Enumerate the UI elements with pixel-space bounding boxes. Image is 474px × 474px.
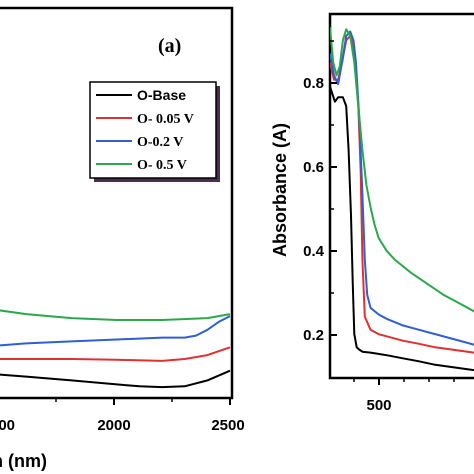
y-tick-label: 0.4 bbox=[303, 243, 325, 260]
x-tick-label: 500 bbox=[366, 397, 391, 414]
y-tick-label: 0.8 bbox=[303, 75, 324, 92]
series-line-0 bbox=[0, 369, 231, 389]
series-line-3 bbox=[0, 309, 231, 321]
panel-b-y-ticks bbox=[330, 40, 337, 336]
y-tick-label: 0.2 bbox=[303, 327, 324, 344]
series-line-2 bbox=[0, 315, 231, 347]
series-line-0 bbox=[330, 86, 474, 372]
panel-a-ticks bbox=[55, 398, 231, 405]
legend-label-o-base: O-Base bbox=[137, 87, 186, 103]
legend-box bbox=[89, 81, 217, 179]
plot-area bbox=[0, 309, 231, 389]
y-axis-title: Absorbance (A) bbox=[270, 123, 290, 257]
legend-label-o-05v: O- 0.5 V bbox=[137, 158, 187, 173]
legend-label-o-02v: O-0.2 V bbox=[137, 135, 183, 150]
plot-area bbox=[330, 27, 474, 372]
x-tick-label: 2000 bbox=[97, 417, 130, 434]
panel-b: 0.2 0.4 0.6 0.8 500 Absorbance (A) bbox=[270, 12, 474, 414]
series-line-1 bbox=[0, 346, 231, 362]
x-tick-label: 2500 bbox=[211, 417, 244, 434]
x-axis-title: h (nm) bbox=[0, 451, 47, 471]
panel-a-label: (a) bbox=[158, 35, 181, 57]
series-line-3 bbox=[330, 27, 474, 313]
panel-a: (a) O-Base O- 0.05 V O-0.2 V O- 0.5 V bbox=[0, 6, 245, 471]
legend-label-o-005v: O- 0.05 V bbox=[137, 112, 194, 127]
y-tick-label: 0.6 bbox=[303, 159, 324, 176]
panel-a-legend: O-Base O- 0.05 V O-0.2 V O- 0.5 V bbox=[89, 81, 220, 182]
series-line-2 bbox=[330, 30, 474, 346]
panel-b-frame bbox=[328, 12, 474, 380]
series-line-1 bbox=[330, 34, 474, 354]
x-tick-label: 500 bbox=[0, 417, 15, 434]
